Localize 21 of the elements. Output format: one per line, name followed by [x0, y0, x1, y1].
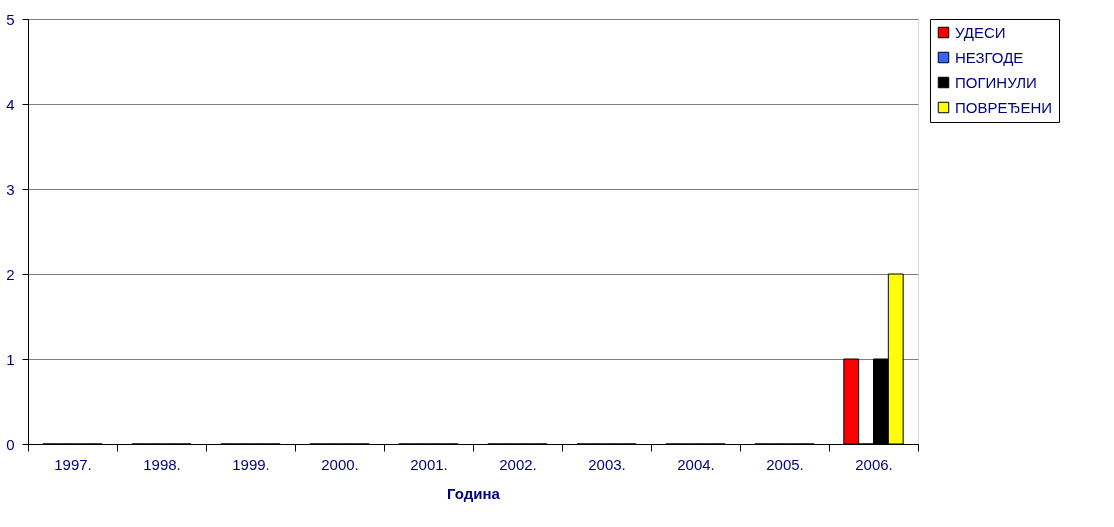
x-tick-label: 2003.	[588, 455, 626, 473]
x-tick-label: 2004.	[677, 455, 715, 473]
legend-label: НЕЗГОДЕ	[955, 48, 1024, 66]
x-tick-label: 1997.	[54, 455, 92, 473]
x-tick-label: 2000.	[321, 455, 359, 473]
x-tick-label: 2001.	[410, 455, 448, 473]
y-tick-label: 4	[6, 95, 15, 113]
x-tick-label: 2006.	[855, 455, 893, 473]
x-tick-label: 1999.	[232, 455, 270, 473]
y-tick-label: 3	[6, 180, 15, 198]
legend-label: ПОВРЕЂЕНИ	[955, 98, 1053, 116]
y-tick-label: 2	[6, 265, 15, 283]
y-tick-label: 5	[6, 10, 15, 28]
legend-label: ПОГИНУЛИ	[955, 73, 1037, 91]
x-axis-title: Година	[447, 484, 501, 502]
x-tick-label: 2002.	[499, 455, 537, 473]
x-tick-label: 2005.	[766, 455, 804, 473]
y-tick-label: 1	[6, 350, 15, 368]
x-tick-label: 1998.	[143, 455, 181, 473]
y-tick-label: 0	[6, 435, 15, 453]
legend-label: УДЕСИ	[955, 23, 1006, 41]
